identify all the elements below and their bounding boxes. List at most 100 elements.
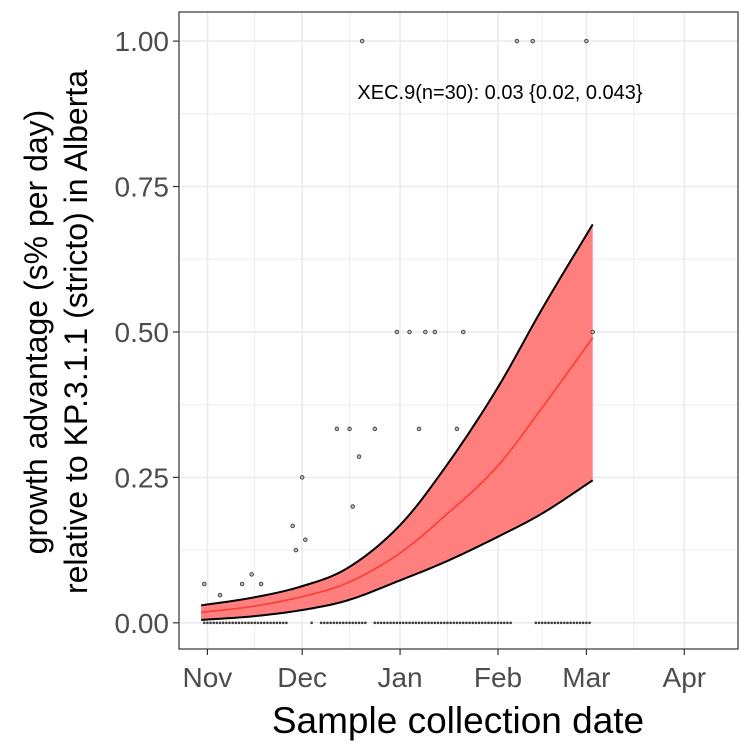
data-point-zero	[458, 621, 462, 625]
data-point-zero	[338, 621, 342, 625]
data-point-zero	[401, 621, 405, 625]
y-tick-label: 0.75	[115, 172, 170, 203]
data-point	[356, 454, 362, 459]
data-point-zero	[474, 621, 478, 625]
data-point-zero	[202, 621, 206, 625]
data-point-zero	[439, 621, 443, 625]
data-point-zero	[559, 621, 563, 625]
data-point-zero	[540, 621, 544, 625]
data-point-zero	[572, 621, 576, 625]
data-point-zero	[417, 621, 421, 625]
data-point-zero	[544, 621, 547, 625]
data-point-zero	[506, 621, 509, 625]
data-point-zero	[341, 621, 345, 625]
data-point	[258, 581, 264, 587]
data-point	[460, 329, 466, 335]
data-point-zero	[218, 621, 222, 625]
data-point-zero	[240, 621, 244, 625]
data-point-zero	[206, 621, 209, 625]
data-point-zero	[427, 621, 430, 625]
data-point-zero	[253, 621, 257, 625]
data-point-zero	[578, 621, 582, 625]
data-point	[432, 329, 438, 335]
data-point-zero	[244, 621, 247, 625]
data-point-zero	[285, 621, 288, 625]
data-point-zero	[228, 621, 231, 625]
data-point-zero	[455, 621, 459, 625]
data-point-zero	[433, 621, 437, 625]
data-point-zero	[379, 621, 383, 625]
data-point-zero	[502, 621, 506, 625]
x-tick-label: Mar	[562, 662, 610, 693]
y-axis-title-line-1: growth advantage (s% per day)	[18, 110, 54, 555]
data-point-zero	[566, 621, 569, 625]
data-point-zero	[269, 621, 272, 625]
data-point-zero	[272, 621, 276, 625]
x-tick-label: Feb	[474, 662, 522, 693]
data-point	[239, 581, 245, 587]
data-point	[394, 329, 400, 335]
ribbon-upper-edge	[200, 223, 594, 607]
y-axis-title: growth advantage (s% per day) relative t…	[18, 70, 94, 594]
data-point-zero	[395, 621, 399, 625]
x-tick-label: Dec	[277, 662, 327, 693]
data-point-zero	[278, 621, 282, 625]
data-point	[407, 329, 412, 335]
data-point-zero	[414, 621, 418, 625]
data-point-zero	[452, 621, 456, 625]
data-point-zero	[332, 621, 336, 625]
data-point-zero	[537, 621, 541, 625]
data-point-zero	[250, 621, 253, 625]
data-point-zero	[209, 621, 212, 625]
data-point	[249, 572, 254, 577]
y-tick-label: 0.50	[115, 317, 170, 348]
data-point-zero	[247, 621, 250, 625]
data-point	[350, 504, 355, 509]
data-point-zero	[553, 621, 557, 625]
data-point-zero	[215, 621, 219, 625]
data-point-zero	[322, 621, 326, 625]
data-point-zero	[225, 621, 228, 625]
data-points	[202, 38, 595, 625]
data-point-zero	[569, 621, 572, 625]
data-point	[590, 329, 595, 335]
data-point-zero	[389, 621, 392, 625]
data-point-zero	[534, 621, 538, 625]
y-axis-title-line-2: relative to KP.3.1.1 (stricto) in Albert…	[58, 70, 94, 594]
data-point-zero	[373, 621, 377, 625]
panel-border	[178, 11, 739, 650]
data-point-zero	[310, 621, 313, 625]
data-point	[299, 475, 305, 480]
data-point-zero	[442, 621, 446, 625]
data-point-zero	[329, 621, 332, 625]
y-tick-label: 1.00	[115, 26, 170, 57]
data-point	[514, 38, 520, 44]
data-point-zero	[376, 621, 380, 625]
data-point-zero	[420, 621, 424, 625]
data-point-zero	[581, 621, 585, 625]
data-point-zero	[562, 621, 566, 625]
x-axis-ticks: Nov Dec Jan Feb Mar Apr	[183, 649, 707, 693]
annotation-text: XEC.9(n=30): 0.03 {0.02, 0.043}	[357, 82, 643, 104]
data-point-zero	[237, 621, 241, 625]
ribbon-lower-edge	[201, 479, 594, 621]
data-point	[423, 329, 428, 335]
data-point-zero	[231, 621, 234, 625]
data-point	[584, 38, 589, 44]
data-point-zero	[487, 621, 490, 625]
data-point-zero	[348, 621, 351, 625]
data-point-zero	[256, 621, 260, 625]
data-point-zero	[490, 621, 493, 625]
data-point-zero	[398, 621, 402, 625]
data-point-zero	[484, 621, 487, 625]
data-point-zero	[449, 621, 452, 625]
x-tick-label: Nov	[183, 662, 233, 693]
data-point-zero	[585, 621, 588, 625]
data-point-zero	[496, 621, 500, 625]
x-tick-label: Apr	[663, 662, 707, 693]
data-point-zero	[266, 621, 269, 625]
data-point	[303, 537, 308, 542]
data-point-zero	[262, 621, 266, 625]
data-point-zero	[408, 621, 411, 625]
data-point	[416, 426, 422, 432]
